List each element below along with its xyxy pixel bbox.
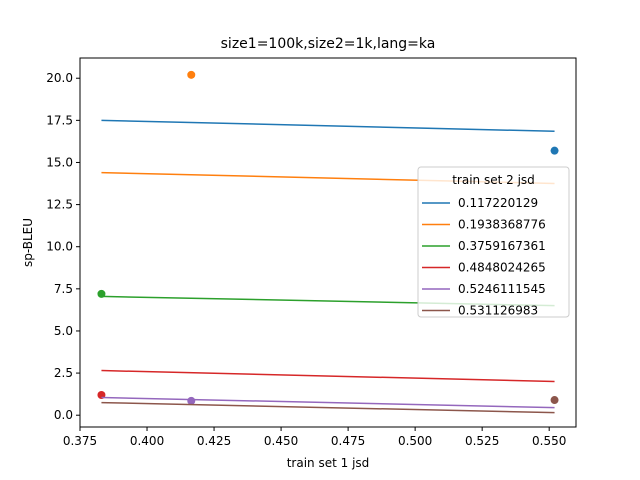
data-point [187,70,196,79]
x-tick-label: 0.525 [465,434,499,448]
x-axis-title: train set 1 jsd [287,456,370,470]
series-fit-line [101,369,555,383]
x-tick-label: 0.450 [264,434,298,448]
x-tick-label: 0.475 [331,434,365,448]
legend-label: 0.1938368776 [458,218,546,232]
series-fit-line [101,401,555,414]
legend-label: 0.117220129 [458,196,538,210]
y-axis-title: sp-BLEU [21,218,35,267]
x-tick-label: 0.375 [63,434,97,448]
y-tick-label: 17.5 [46,113,73,127]
data-point [550,146,559,155]
y-tick-label: 10.0 [46,240,73,254]
plot-area [97,70,559,414]
x-tick-label: 0.550 [532,434,566,448]
y-tick-label: 5.0 [54,324,73,338]
y-axis: 0.0 2.5 5.0 7.5 10.0 12.5 15.0 17.5 20.0 [46,71,80,422]
series-fit-line [101,396,555,409]
data-point [550,396,559,405]
y-tick-label: 15.0 [46,155,73,169]
y-tick-label: 12.5 [46,198,73,212]
x-tick-label: 0.400 [130,434,164,448]
legend: train set 2 jsd 0.117220129 0.1938368776 0.… [417,166,570,318]
legend-label: 0.531126983 [458,304,538,318]
y-tick-label: 7.5 [54,282,73,296]
data-point [97,289,106,298]
data-point [187,396,196,405]
y-tick-label: 0.0 [54,408,73,422]
legend-label: 0.3759167361 [458,239,546,253]
legend-label: 0.5246111545 [458,282,546,296]
y-tick-label: 2.5 [54,366,73,380]
legend-box [417,166,570,318]
x-tick-label: 0.500 [398,434,432,448]
legend-title: train set 2 jsd [452,173,535,187]
chart-title: size1=100k,size2=1k,lang=ka [221,36,436,52]
series-fit-line [101,119,555,133]
legend-label: 0.4848024265 [458,261,546,275]
axes-frame [79,57,577,428]
x-axis: 0.375 0.400 0.425 0.450 0.475 0.500 0.525 0.550 [63,427,566,448]
x-tick-label: 0.425 [197,434,231,448]
y-tick-label: 20.0 [46,71,73,85]
